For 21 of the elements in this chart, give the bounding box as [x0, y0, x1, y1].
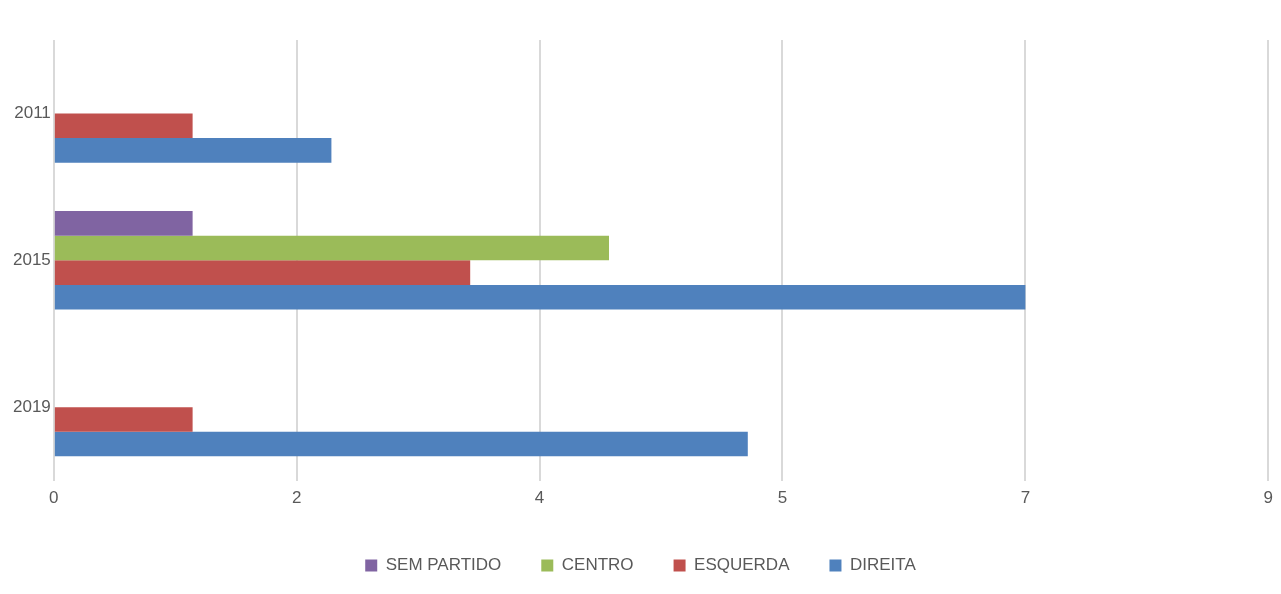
bar — [54, 260, 471, 285]
bar — [54, 284, 1026, 310]
legend-label: SEM PARTIDO — [385, 555, 502, 575]
x-tick-label: 7 — [1020, 488, 1031, 508]
bar — [54, 211, 193, 236]
bar — [54, 138, 332, 163]
bar — [54, 407, 193, 432]
x-tick-label: 2 — [291, 488, 302, 508]
y-tick-label: 2015 — [12, 249, 51, 269]
legend-label: ESQUERDA — [694, 555, 791, 575]
bar — [54, 113, 193, 139]
legend-label: CENTRO — [561, 555, 634, 575]
x-tick-label: 0 — [49, 488, 59, 508]
legend-label: DIREITA — [849, 555, 917, 575]
x-tick-label: 9 — [1263, 488, 1274, 508]
y-tick-label: 2011 — [14, 103, 51, 123]
y-tick-label: 2019 — [12, 396, 51, 416]
x-tick-label: 4 — [534, 488, 545, 508]
bar — [54, 431, 748, 457]
x-tick-label: 5 — [777, 488, 788, 508]
bar — [54, 235, 609, 261]
